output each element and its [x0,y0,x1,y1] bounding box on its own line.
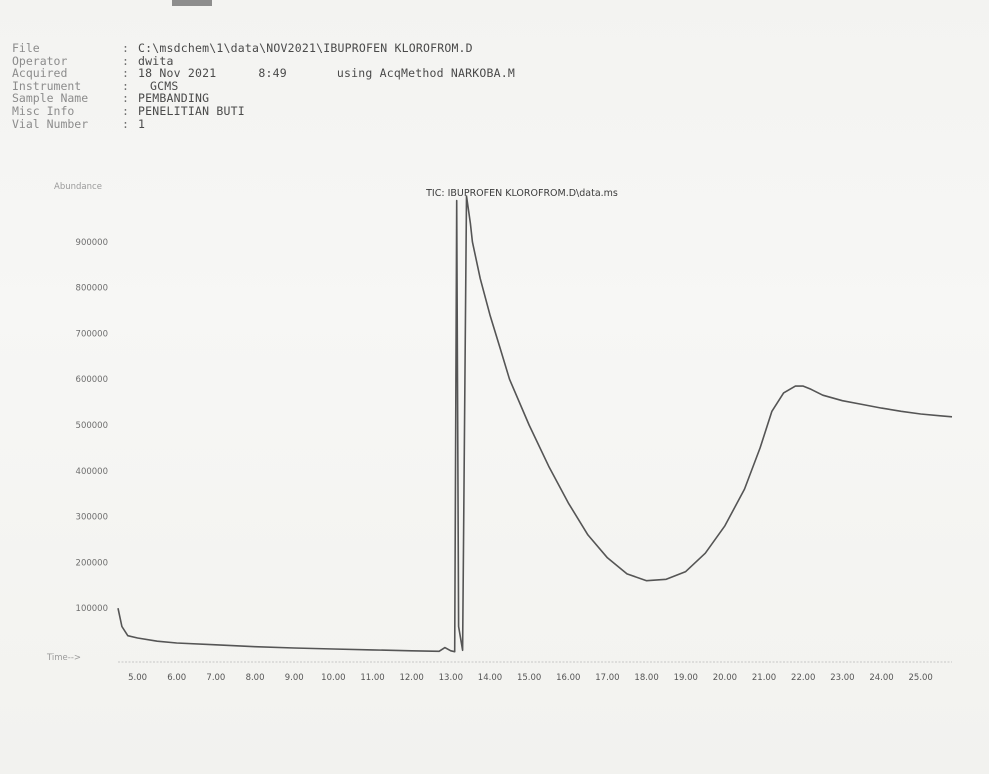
y-tick-label: 400000 [76,467,108,477]
x-tick-label: 10.00 [321,673,345,683]
misc-info-label: Misc Info [12,103,75,118]
x-tick-label: 21.00 [752,673,776,683]
y-axis-label: Abundance [54,182,102,192]
acquired-label: Acquired [12,66,68,81]
acquired-time: 8:49 [258,66,287,81]
x-tick-label: 11.00 [360,673,384,683]
x-tick-label: 9.00 [285,673,304,683]
instrument-row: Instrument: GCMS [12,78,179,93]
vial-number-value: 1 [138,116,146,131]
misc-info-row: Misc Info: PENELITIAN BUTI [12,103,245,118]
x-tick-label: 5.00 [128,673,147,683]
x-tick-label: 22.00 [791,673,815,683]
x-tick-label: 7.00 [206,673,225,683]
x-tick-label: 8.00 [246,673,265,683]
sample-name-row: Sample Name: PEMBANDING [12,91,210,106]
operator-value: dwita [138,53,174,68]
misc-info-value: PENELITIAN BUTI [138,103,245,118]
x-ticks: 5.00 6.00 7.00 8.00 9.00 10.00 11.00 12.00 13.00… [128,673,933,683]
x-tick-label: 25.00 [909,673,933,683]
x-tick-label: 24.00 [869,673,893,683]
y-tick-label: 500000 [76,421,108,431]
instrument-label: Instrument [12,78,82,93]
operator-label: Operator [12,53,68,68]
file-label: File [12,41,40,55]
staple-mark [172,0,212,6]
operator-row: Operator: dwita [12,53,174,68]
x-tick-label: 20.00 [713,673,737,683]
sample-name-label: Sample Name [12,91,89,106]
x-tick-label: 15.00 [517,673,541,683]
x-axis-label: Time--> [46,653,81,663]
x-tick-label: 14.00 [478,673,502,683]
x-tick-label: 23.00 [830,673,854,683]
y-tick-label: 800000 [76,284,108,294]
y-tick-label: 200000 [76,558,108,568]
vial-number-label: Vial Number [12,116,89,131]
sample-name-value: PEMBANDING [138,91,210,106]
tic-trace-line [117,195,953,653]
y-ticks: 100000 200000 300000 400000 500000 600000 7000… [76,238,108,614]
vial-number-row: Vial Number:1 [12,116,146,131]
x-tick-label: 12.00 [399,673,423,683]
run-info-header: File: C:\msdchem\1\data\NOV2021\IBUPROFEN… [12,42,515,130]
y-tick-label: 100000 [76,604,108,614]
x-tick-label: 19.00 [674,673,698,683]
chart-title: TIC: IBUPROFEN KLOROFROM.D\data.ms [425,188,618,199]
instrument-value: GCMS [150,78,179,93]
acquired-row: Acquired:18 Nov 2021 8:49 using AcqMethod … [12,66,515,81]
acq-method: using AcqMethod NARKOBA.M [336,66,515,81]
y-tick-label: 700000 [76,329,108,339]
file-row: File: C:\msdchem\1\data\NOV2021\IBUPROFEN… [12,41,473,55]
y-tick-label: 900000 [76,238,108,248]
x-tick-label: 6.00 [167,673,186,683]
file-path: C:\msdchem\1\data\NOV2021\IBUPROFEN KLOR… [138,41,473,55]
x-tick-label: 13.00 [439,673,463,683]
x-tick-label: 18.00 [634,673,658,683]
x-tick-label: 16.00 [556,673,580,683]
acquired-date: 18 Nov 2021 [138,66,217,81]
y-tick-label: 300000 [76,513,108,523]
y-tick-label: 600000 [76,375,108,385]
x-tick-label: 17.00 [595,673,619,683]
